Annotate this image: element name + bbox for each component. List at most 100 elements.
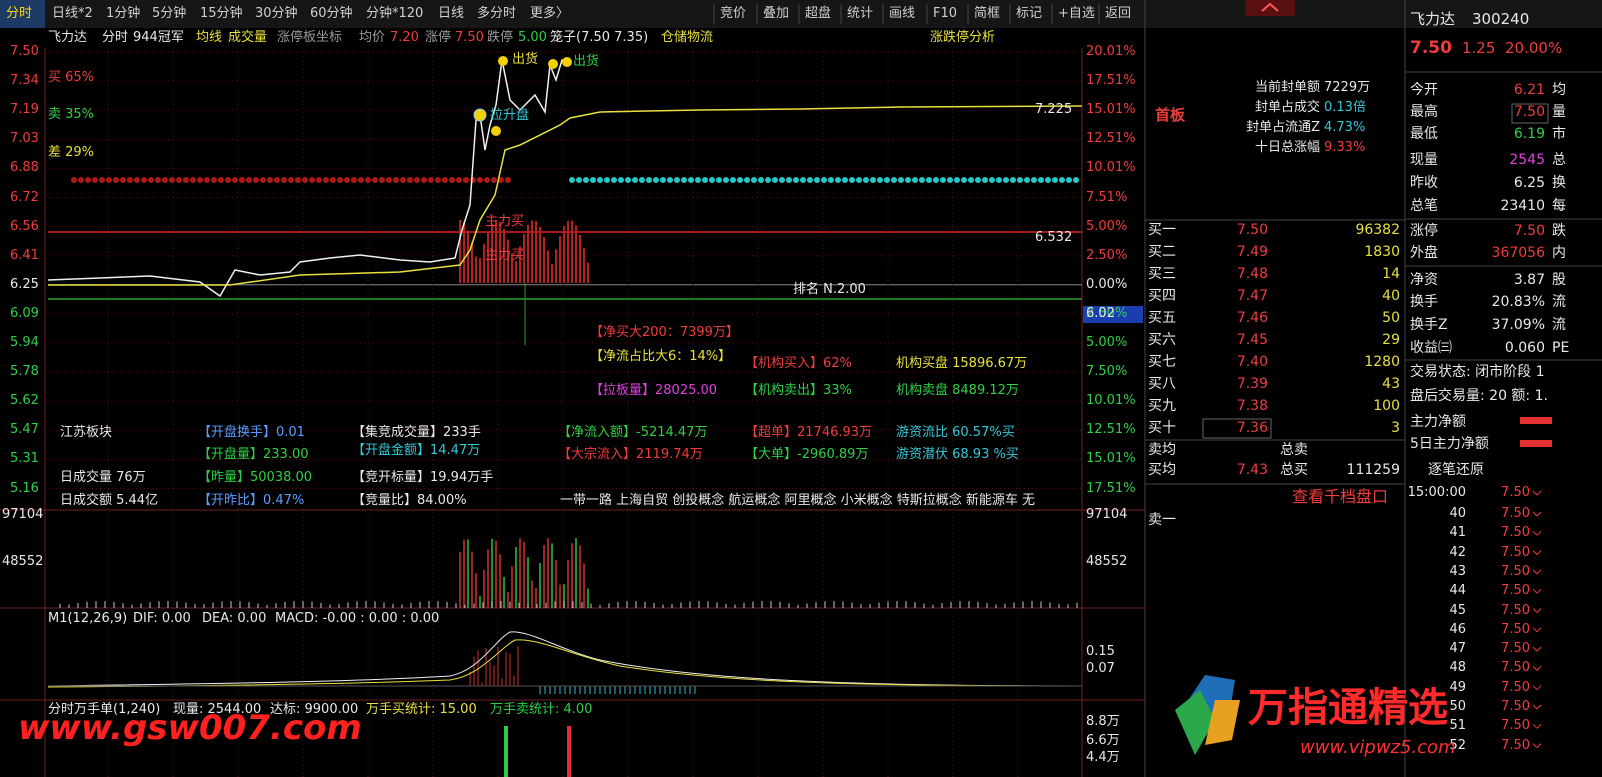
limit-label: 封单占流通Z [1246,120,1320,135]
bid-volume: 96382 [1355,222,1400,238]
stock-code: 300240 [1472,10,1530,28]
macd-tick: 0.15 [1086,644,1115,659]
concepts: 一带一路 上海自贸 创投概念 航运概念 阿里概念 小米概念 特斯拉概念 新能源车… [560,493,1036,508]
tick-price: 7.50 [1501,485,1530,500]
marker [473,108,487,122]
tick-time: 42 [1449,544,1466,560]
stock-info: 日成交量 76万 [60,470,146,485]
logo [1175,690,1215,755]
toolbar-button[interactable]: 叠加 [763,6,790,21]
percent-tick: 5.00% [1086,335,1128,350]
tick-time: 50 [1449,699,1466,714]
tick-price: 7.50 [1501,544,1530,560]
toolbar-tab[interactable]: 更多〉 [530,6,570,21]
quote-label: 跌 [1552,223,1566,239]
bid-volume: 43 [1382,376,1400,392]
quote-value: 3.87 [1513,272,1545,288]
percent-tick: 5.00% [1086,218,1128,234]
toolbar-tab[interactable]: 分时 [6,6,33,21]
toolbar-button[interactable]: 返回 [1105,6,1132,21]
tick-price: 7.50 [1501,660,1530,676]
annotation: 主力买 [485,214,525,229]
down-arrow [1536,704,1542,710]
stock-info: 游资潜伏 68.93 %买 [896,447,1019,462]
big-order-bar [504,726,508,777]
percent-tick: 10.01% [1086,160,1136,176]
macd-dea [47,639,1083,688]
toolbar-button[interactable]: 统计 [847,6,874,21]
down-arrow [1536,646,1542,652]
header-item: 仓储物流 [661,30,714,45]
volume-tick: 97104 [1086,507,1128,522]
header-item: 跌停 [487,30,514,45]
bid-volume: 100 [1373,398,1400,414]
down-arrow [1536,627,1542,633]
limit-value: 7229万 [1324,80,1371,95]
toolbar-tab[interactable]: 5分钟 [152,6,187,21]
bid-price: 7.45 [1236,332,1268,348]
down-arrow [1532,550,1538,555]
analysis-link[interactable]: 涨跌停分析 [930,30,996,45]
toolbar-tab[interactable]: 30分钟 [255,6,298,21]
header-item[interactable]: 均线 [196,30,223,45]
bid-label: 买四 [1148,288,1176,304]
toolbar-tab[interactable]: 15分钟 [200,6,243,21]
depth-link[interactable]: 查看千档盘口 [1291,487,1389,506]
toolbar-button[interactable]: F10 [933,6,958,21]
sell-ratio: 卖 35% [48,107,95,122]
marker [562,57,572,67]
down-arrow [1536,723,1542,729]
annotation: 拉升盘 [490,108,530,123]
bid-label: 买五 [1148,310,1176,326]
watermark: www.vipwz5.com [1300,737,1456,758]
stock-info: 【竞量比】84.00% [352,493,467,508]
stock-info: 日成交额 5.44亿 [60,493,159,508]
down-arrow [1532,588,1538,594]
toolbar-button[interactable]: 标记 [1016,6,1043,21]
macd-value: MACD: -0.00 : 0.00 : 0.00 [275,611,440,626]
percent-tick: 15.01% [1086,102,1136,118]
quote-label: 流 [1552,317,1566,333]
big-order-value: 达标: 9900.00 [270,702,359,717]
volume-tick: 48552 [1086,554,1128,569]
quote-value: 7.50 [1513,223,1545,239]
toolbar-tab[interactable]: 日线*2 [52,6,93,21]
down-arrow [1532,530,1538,536]
header-item: 笼子(7.50 7.35) [550,30,649,45]
collapse-button[interactable] [1245,0,1295,16]
annotation: 出货 [573,54,600,69]
quote-value: 2545 [1509,152,1545,168]
toolbar-button[interactable]: +自选 [1058,6,1095,21]
signal: 机构买盘 15896.67万 [896,356,1028,371]
toolbar-button[interactable]: 竞价 [720,6,747,21]
quote-label: 总 [1552,152,1566,168]
down-arrow [1532,704,1538,710]
toolbar-tab[interactable]: 多分时 [477,6,517,21]
toolbar-button[interactable]: 简框 [974,6,1001,21]
quote-label: 收益㈢ [1410,340,1452,356]
buy-ratio: 买 65% [48,70,95,85]
big-order-value: 万手卖统计: 4.00 [490,702,593,717]
volume-tick: 48552 [2,554,44,569]
tick-price: 7.50 [1501,621,1530,637]
stock-info: 【净流入额】-5214.47万 [558,425,708,440]
toolbar-tab[interactable]: 60分钟 [310,6,353,21]
toolbar-tab[interactable]: 分钟*120 [366,6,424,21]
stock-name: 飞力达 [1410,10,1456,28]
tick-price: 7.50 [1501,737,1530,753]
toolbar-button[interactable]: 超盘 [805,6,832,21]
header-item[interactable]: 涨停板坐标 [277,30,343,45]
price-tick: 7.34 [10,73,39,89]
percent-tick: 0.00% [1086,276,1128,292]
tick-time: 41 [1449,525,1466,541]
header-item[interactable]: 成交量 [228,30,268,45]
stock-info: 【竞开标量】19.94万手 [352,470,494,485]
price-tick: 6.41 [10,247,39,263]
down-arrow [1536,490,1542,496]
toolbar-tab[interactable]: 日线 [438,6,465,21]
toolbar-button[interactable]: 画线 [889,6,916,21]
bid-price: 7.50 [1236,222,1268,238]
toolbar-tab[interactable]: 1分钟 [106,6,141,21]
